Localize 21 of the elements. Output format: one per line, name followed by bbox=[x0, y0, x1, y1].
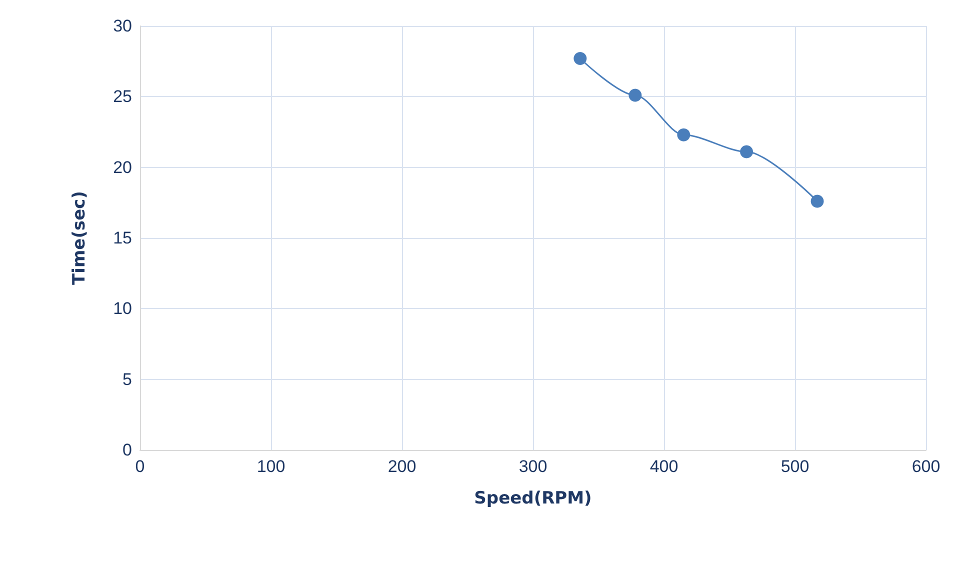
y-tick-label: 30 bbox=[113, 16, 132, 36]
y-tick-label: 25 bbox=[113, 87, 132, 106]
x-tick-label: 600 bbox=[912, 457, 940, 476]
y-tick-label: 0 bbox=[122, 440, 132, 460]
x-axis-title: Speed(RPM) bbox=[474, 488, 592, 508]
x-tick-label: 500 bbox=[780, 457, 810, 476]
y-axis-title: Time(sec) bbox=[70, 191, 90, 285]
x-tick-label: 0 bbox=[135, 457, 145, 476]
point bbox=[810, 194, 824, 208]
x-tick-label: 300 bbox=[518, 457, 548, 476]
y-tick-label: 5 bbox=[122, 370, 132, 389]
y-tick-label: 15 bbox=[113, 228, 132, 248]
x-tick-label: 100 bbox=[256, 457, 286, 476]
point bbox=[677, 128, 690, 142]
y-tick-label: 10 bbox=[113, 299, 132, 318]
point bbox=[740, 145, 754, 158]
point bbox=[628, 88, 642, 102]
point bbox=[574, 52, 587, 66]
y-tick-label: 20 bbox=[113, 158, 132, 177]
x-tick-label: 200 bbox=[388, 457, 416, 476]
x-tick-label: 400 bbox=[650, 457, 678, 476]
